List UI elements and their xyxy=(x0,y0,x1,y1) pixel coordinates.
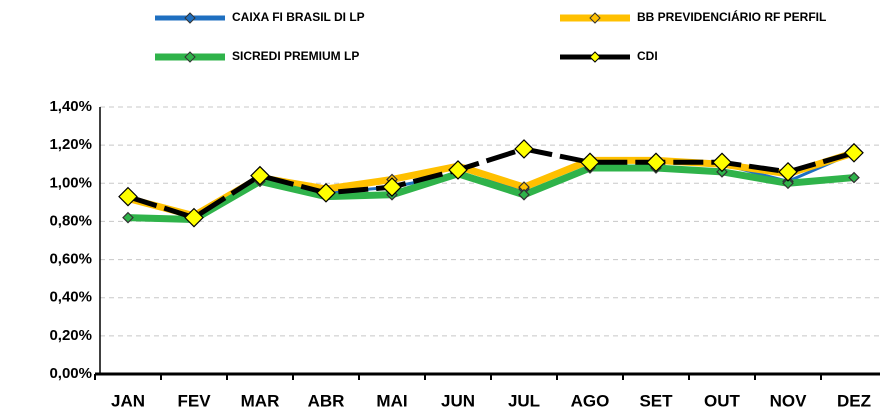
x-tick-label: JUN xyxy=(441,391,475,410)
y-tick-label: 0,00% xyxy=(49,365,92,382)
x-tick-label: MAR xyxy=(241,391,280,410)
marker xyxy=(382,177,402,197)
y-tick-label: 1,40% xyxy=(49,98,92,115)
series-line xyxy=(127,164,855,224)
y-tick-label: 1,00% xyxy=(49,174,92,191)
legend-marker xyxy=(589,12,601,24)
x-tick-label: OUT xyxy=(704,391,741,410)
marker xyxy=(122,211,134,224)
y-tick-label: 0,60% xyxy=(49,251,92,268)
y-tick-label: 1,20% xyxy=(49,136,92,153)
x-tick-label: SET xyxy=(639,391,673,410)
marker xyxy=(646,152,666,173)
marker xyxy=(184,207,204,228)
series-line xyxy=(127,146,855,221)
x-tick-label: DEZ xyxy=(837,391,871,410)
marker xyxy=(848,171,860,184)
marker xyxy=(778,161,798,182)
x-tick-label: MAI xyxy=(376,391,407,410)
legend-marker xyxy=(184,12,196,24)
marker xyxy=(580,152,600,173)
marker xyxy=(514,139,534,159)
marker xyxy=(782,177,794,190)
y-tick-label: 0,40% xyxy=(49,289,92,306)
x-tick-label: ABR xyxy=(308,391,345,410)
legend-label: CDI xyxy=(637,49,658,63)
y-tick-label: 0,80% xyxy=(49,212,92,229)
marker xyxy=(250,165,270,186)
marker xyxy=(518,188,530,201)
x-tick-label: JUL xyxy=(508,391,540,410)
x-tick-label: NOV xyxy=(770,391,808,410)
legend-label: SICREDI PREMIUM LP xyxy=(232,49,359,63)
legend-marker xyxy=(589,51,601,63)
legend-label: CAIXA FI BRASIL DI LP xyxy=(232,10,365,24)
marker xyxy=(316,182,336,203)
marker xyxy=(844,142,864,163)
marker xyxy=(712,152,732,173)
marker xyxy=(448,160,468,180)
x-tick-label: JAN xyxy=(111,391,145,410)
y-tick-label: 0,20% xyxy=(49,327,92,344)
legend-label: BB PREVIDENCIÁRIO RF PERFIL xyxy=(637,9,826,24)
marker xyxy=(118,186,138,207)
x-tick-label: FEV xyxy=(177,391,211,410)
legend-marker xyxy=(184,51,196,63)
x-tick-label: AGO xyxy=(571,391,610,410)
